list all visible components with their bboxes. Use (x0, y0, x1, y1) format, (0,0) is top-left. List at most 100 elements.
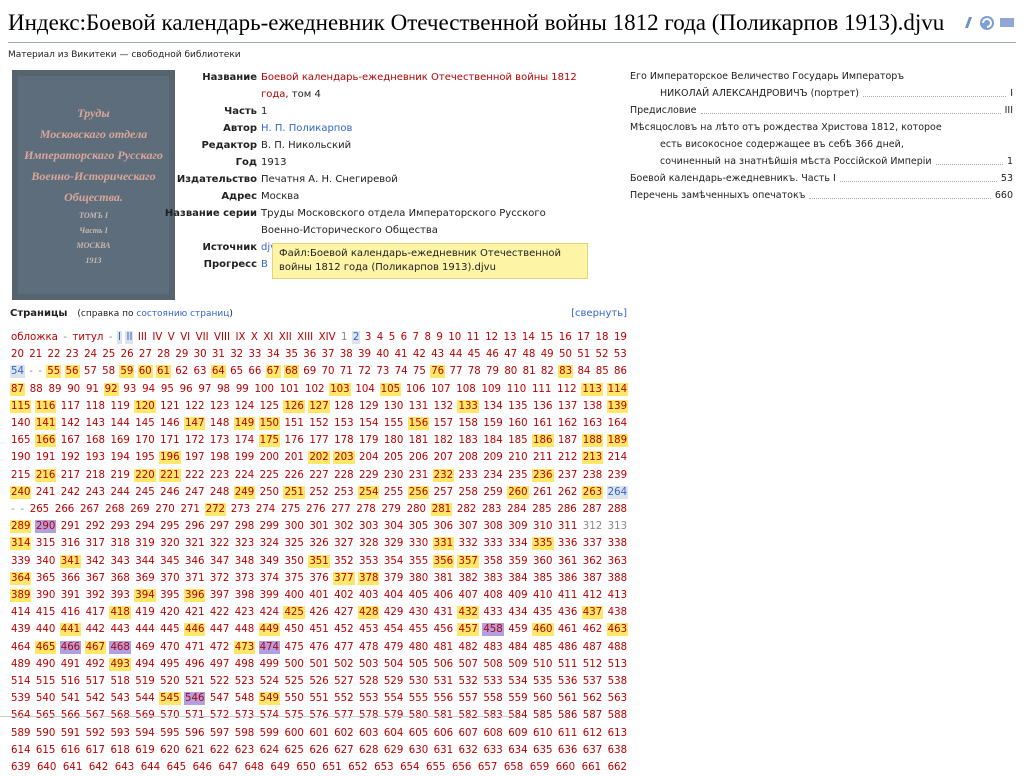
cover-image[interactable]: Труды Московскаго отдела Императорскаго Ру… (12, 70, 175, 300)
page-link[interactable]: 374 (259, 572, 280, 584)
page-link[interactable]: 454 (383, 624, 404, 636)
page-link[interactable]: 136 (533, 400, 553, 412)
page-link[interactable]: I (117, 331, 123, 344)
page-link[interactable]: 438 (607, 607, 628, 619)
page-link[interactable]: 188 (581, 434, 604, 448)
page-link[interactable]: 245 (135, 486, 155, 498)
page-link[interactable]: 100 (254, 383, 274, 395)
page-link[interactable]: 625 (284, 744, 304, 756)
page-link[interactable]: 156 (407, 417, 430, 431)
page-link[interactable]: 331 (432, 537, 455, 551)
page-link[interactable]: 220 (134, 468, 156, 482)
page-link[interactable]: 285 (532, 504, 552, 516)
page-link[interactable]: 476 (309, 641, 329, 653)
page-link[interactable]: 447 (209, 624, 230, 636)
page-link[interactable]: 623 (234, 744, 255, 756)
page-link[interactable]: 283 (481, 504, 502, 516)
page-link[interactable]: 68 (283, 365, 299, 379)
page-link[interactable]: 259 (483, 486, 503, 498)
page-link[interactable]: 631 (433, 744, 454, 756)
page-link[interactable]: 215 (11, 469, 31, 481)
page-link[interactable]: 475 (284, 641, 304, 653)
page-link[interactable]: 652 (348, 762, 368, 774)
page-link[interactable]: 251 (283, 485, 305, 499)
page-link[interactable]: 77 (449, 366, 463, 378)
page-link[interactable]: 232 (432, 468, 455, 482)
page-link[interactable]: 612 (582, 727, 603, 739)
page-link[interactable]: 203 (333, 451, 355, 465)
page-link[interactable]: 462 (582, 624, 603, 636)
page-link[interactable]: 527 (334, 676, 354, 688)
page-link[interactable]: 613 (607, 727, 628, 739)
page-link[interactable]: 265 (29, 504, 50, 516)
page-link[interactable]: 260 (507, 485, 529, 499)
page-link[interactable]: 22 (47, 349, 61, 361)
page-link[interactable]: 565 (35, 710, 56, 722)
page-link[interactable]: 13 (503, 332, 517, 343)
page-link[interactable]: VII (195, 332, 209, 343)
page-link[interactable]: 114 (606, 382, 629, 396)
page-link[interactable]: 45 (467, 349, 481, 361)
page-link[interactable]: 444 (135, 624, 155, 636)
page-link[interactable]: 571 (185, 710, 205, 722)
page-link[interactable]: 629 (383, 744, 404, 756)
page-link[interactable]: 269 (130, 504, 150, 516)
page-link[interactable]: 334 (508, 538, 528, 550)
page-link[interactable]: 429 (383, 607, 404, 619)
page-link[interactable]: 105 (379, 382, 402, 396)
page-link[interactable]: 598 (234, 727, 255, 739)
page-link[interactable]: 655 (426, 762, 446, 774)
page-link[interactable]: 556 (433, 693, 454, 705)
page-link[interactable]: 235 (508, 469, 528, 481)
page-link[interactable]: 601 (309, 727, 329, 739)
page-link[interactable]: 415 (35, 607, 56, 619)
page-link[interactable]: 341 (59, 554, 82, 568)
page-link[interactable]: - (20, 504, 25, 516)
page-link[interactable]: 622 (209, 744, 230, 756)
page-link[interactable]: 457 (457, 623, 479, 637)
page-link[interactable]: 595 (160, 727, 180, 739)
page-link[interactable]: 503 (359, 658, 379, 670)
page-link[interactable]: 600 (284, 727, 304, 739)
page-link[interactable]: 121 (160, 400, 180, 412)
page-link[interactable]: 98 (217, 383, 231, 395)
page-link[interactable]: 65 (230, 366, 244, 378)
page-link[interactable]: 579 (383, 710, 404, 722)
page-link[interactable]: 164 (607, 418, 628, 430)
page-link[interactable]: 270 (155, 504, 175, 516)
page-link[interactable]: 648 (244, 762, 264, 774)
page-link[interactable]: 624 (259, 744, 280, 756)
page-link[interactable]: 150 (258, 417, 281, 431)
page-link[interactable]: 322 (209, 538, 230, 550)
page-link[interactable]: 39 (358, 349, 372, 361)
page-link[interactable]: 261 (533, 486, 553, 498)
page-link[interactable]: 354 (383, 555, 404, 567)
page-link[interactable]: - (29, 366, 33, 378)
page-link[interactable]: 11 (466, 332, 480, 343)
page-link[interactable]: 385 (533, 572, 553, 584)
page-link[interactable]: 315 (35, 538, 56, 550)
page-link[interactable]: 610 (533, 727, 553, 739)
page-link[interactable]: 545 (159, 692, 181, 706)
page-link[interactable]: 97 (198, 383, 212, 395)
page-link[interactable]: 23 (65, 349, 79, 361)
meta-value-text[interactable]: Боевой календарь-ежедневник Отечественно… (261, 72, 577, 100)
page-link[interactable]: 402 (334, 590, 354, 602)
page-link[interactable]: 64 (210, 365, 226, 379)
page-link[interactable]: 95 (160, 383, 174, 395)
page-link[interactable]: 316 (60, 538, 81, 550)
page-link[interactable]: 371 (185, 572, 205, 584)
page-link[interactable]: 647 (218, 762, 238, 774)
page-link[interactable]: 470 (160, 641, 180, 653)
page-link[interactable]: 50 (558, 349, 572, 361)
page-link[interactable]: 242 (60, 486, 81, 498)
page-link[interactable]: 134 (483, 400, 503, 412)
page-link[interactable]: 84 (577, 366, 591, 378)
page-link[interactable]: 609 (508, 727, 528, 739)
page-link[interactable]: 210 (508, 452, 528, 464)
page-link[interactable]: 213 (581, 451, 604, 465)
page-link[interactable]: 567 (85, 710, 106, 722)
page-link[interactable]: 394 (134, 589, 156, 603)
page-link[interactable]: 28 (157, 349, 171, 361)
page-link[interactable]: 550 (284, 693, 304, 705)
